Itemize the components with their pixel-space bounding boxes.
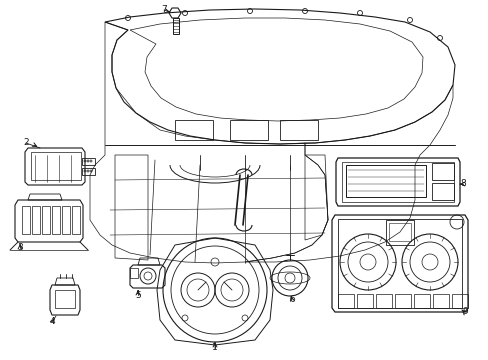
Bar (280, 120, 317, 140)
Bar (32, 206, 40, 234)
Bar (62, 206, 70, 234)
Bar (432, 294, 448, 308)
Text: 3: 3 (17, 243, 23, 252)
Text: 4: 4 (49, 318, 55, 327)
Text: 8: 8 (459, 180, 465, 189)
Bar (394, 294, 410, 308)
Bar (52, 206, 60, 234)
Text: 2: 2 (23, 139, 29, 148)
Bar (413, 294, 429, 308)
Bar (388, 223, 410, 241)
Text: 5: 5 (135, 291, 141, 300)
Bar (31, 152, 81, 180)
Bar (451, 294, 467, 308)
Bar (55, 290, 75, 308)
Bar (346, 165, 425, 197)
Text: 1: 1 (212, 343, 218, 352)
Text: 7: 7 (161, 5, 166, 14)
Bar (72, 206, 80, 234)
Bar (431, 183, 453, 200)
Bar (175, 120, 213, 140)
Bar (341, 162, 453, 202)
Bar (130, 268, 138, 278)
Bar (375, 294, 391, 308)
Text: 9: 9 (461, 307, 467, 316)
Bar (229, 120, 267, 140)
Bar (42, 206, 50, 234)
Bar (385, 220, 413, 245)
Bar (431, 163, 453, 180)
Bar (337, 219, 461, 308)
Bar (356, 294, 372, 308)
Text: 6: 6 (288, 296, 294, 305)
Bar (22, 206, 30, 234)
Bar (337, 294, 353, 308)
Bar (173, 18, 179, 34)
